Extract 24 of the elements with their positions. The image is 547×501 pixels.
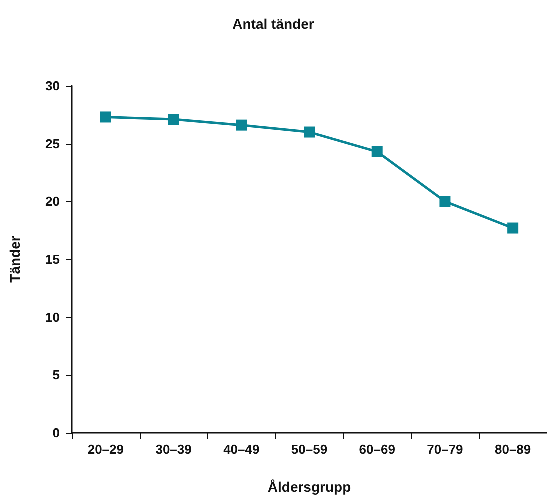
point <box>236 120 248 131</box>
y-tick-label: 15 <box>46 252 60 267</box>
point <box>508 222 519 234</box>
point <box>440 196 451 208</box>
y-tick-label: 30 <box>46 78 60 94</box>
x-tick-label: 80–89 <box>494 442 532 457</box>
y-tick-label: 20 <box>46 194 60 210</box>
x-tick-label: 30–39 <box>156 442 192 457</box>
x-tick-label: 70–79 <box>427 442 464 457</box>
x-tick-label: 40–49 <box>224 442 260 457</box>
point <box>168 114 180 126</box>
chart-title: Antal tänder <box>232 16 315 32</box>
y-axis-title: Tänder <box>7 236 23 283</box>
x-axis-title: Åldersgrupp <box>268 479 352 495</box>
point <box>372 146 383 158</box>
y-tick-label: 25 <box>46 136 60 152</box>
x-tick-label: 20–29 <box>88 442 124 457</box>
point <box>304 126 315 138</box>
y-tick-label: 0 <box>52 426 60 440</box>
x-tick-label: 60–69 <box>359 442 396 457</box>
x-tick-label: 50–59 <box>291 442 328 457</box>
point <box>100 112 112 123</box>
y-tick-label: 10 <box>46 310 60 325</box>
y-tick-label: 5 <box>52 368 60 383</box>
